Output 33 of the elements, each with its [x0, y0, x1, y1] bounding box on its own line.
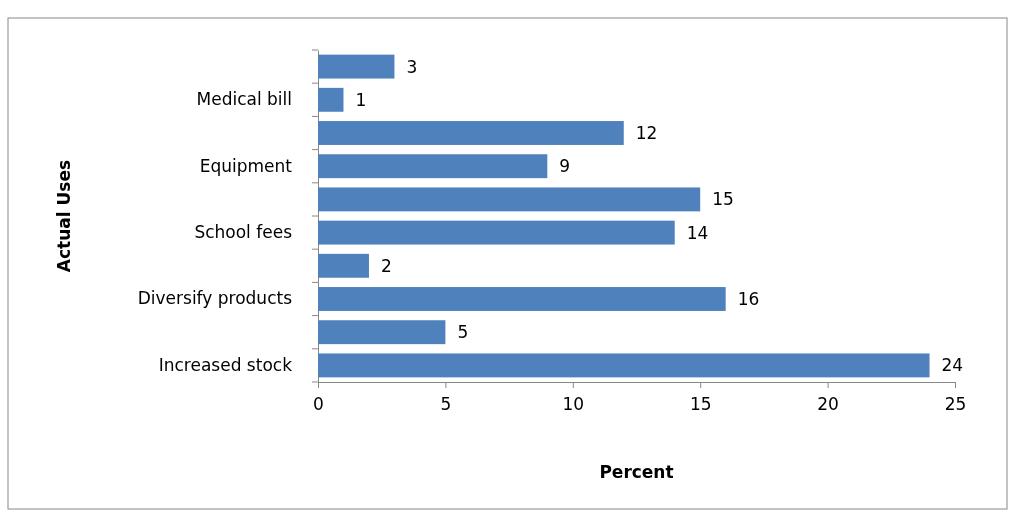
x-tick-label: 10: [562, 393, 585, 414]
data-label: 1: [355, 89, 367, 110]
data-label: 24: [941, 355, 964, 376]
bar: [318, 353, 930, 378]
y-tick-label: Medical bill: [196, 89, 292, 110]
x-tick-label: 20: [817, 393, 839, 414]
bar: [318, 187, 701, 212]
data-label: 5: [457, 322, 469, 343]
x-tick-label: 5: [440, 393, 452, 414]
bar: [318, 54, 395, 79]
bar: [318, 320, 446, 345]
x-tick-label: 25: [944, 393, 967, 414]
bar: [318, 287, 726, 311]
data-label: 3: [406, 56, 418, 77]
data-label: 16: [737, 289, 760, 309]
y-axis-title: Actual Uses: [54, 159, 74, 273]
data-label: 15: [712, 189, 734, 210]
bar: [318, 87, 344, 112]
y-tick-label: Increased stock: [158, 354, 293, 375]
y-tick-label: Diversify products: [137, 288, 293, 309]
bar: [318, 154, 548, 179]
x-tick-label: 15: [689, 393, 712, 414]
bar: [318, 121, 624, 145]
data-label: 14: [686, 222, 709, 243]
bar: [318, 220, 675, 245]
data-label: 9: [559, 156, 571, 177]
bar: [318, 253, 369, 278]
y-tick-label: School fees: [194, 222, 293, 243]
x-axis-title: Percent: [599, 462, 674, 482]
data-label: 2: [380, 255, 392, 276]
data-label: 12: [635, 123, 658, 143]
y-tick-label: Equipment: [199, 155, 293, 176]
x-tick-label: 0: [313, 393, 324, 414]
